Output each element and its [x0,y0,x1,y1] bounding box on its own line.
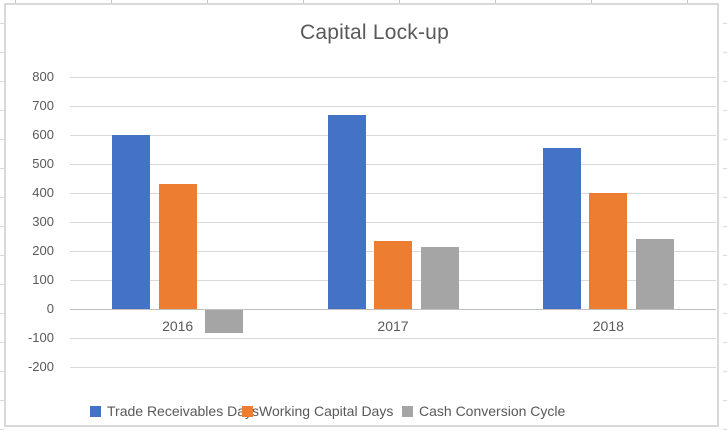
spreadsheet-row-gridline [0,52,4,53]
spreadsheet-column-gridline [303,0,304,3]
legend-label: Cash Conversion Cycle [419,403,566,419]
x-tick-label-2017: 2017 [377,318,409,334]
bar-working-capital-days-2018[interactable] [589,193,628,309]
y-tick-label: 200 [32,243,54,258]
legend-item-working-capital-days[interactable]: Working Capital Days [242,403,394,419]
bar-working-capital-days-2017[interactable] [374,240,412,309]
spreadsheet-row-gridline [723,168,727,169]
spreadsheet-row-gridline [723,23,727,24]
legend-item-cash-conversion-cycle[interactable]: Cash Conversion Cycle [402,403,566,419]
legend-swatch-icon [402,406,413,417]
gridline [70,77,716,78]
y-tick-label: 100 [32,272,54,287]
zero-axis-line [70,309,716,310]
spreadsheet-row-gridline [0,226,4,227]
legend-swatch-icon [90,406,101,417]
spreadsheet-row-gridline [0,371,4,372]
gridline [70,338,716,339]
bar-cash-conversion-cycle-2018[interactable] [635,239,674,309]
spreadsheet-row-gridline [723,110,727,111]
legend-label: Working Capital Days [259,403,394,419]
spreadsheet-row-gridline [723,197,727,198]
gridline [70,222,716,223]
spreadsheet-row-gridline [0,400,4,401]
legend-item-trade-receivables-days[interactable]: Trade Receivables Days [90,403,259,419]
spreadsheet-row-gridline [723,81,727,82]
spreadsheet-row-gridline [723,400,727,401]
spreadsheet-row-gridline [0,255,4,256]
bar-working-capital-days-2016[interactable] [158,184,197,309]
y-tick-label: 600 [32,127,54,142]
y-tick-label: 300 [32,214,54,229]
spreadsheet-row-gridline [0,139,4,140]
spreadsheet-row-gridline [723,342,727,343]
y-tick-label: 800 [32,69,54,84]
y-tick-label: -100 [27,330,54,345]
y-tick-label: 400 [32,185,54,200]
bar-cash-conversion-cycle-2016[interactable] [205,310,244,334]
spreadsheet-row-gridline [723,429,727,430]
y-tick-label: 0 [46,301,54,316]
gridline [70,135,716,136]
y-tick-label: 700 [32,98,54,113]
gridline [70,193,716,194]
chart-title: Capital Lock-up [300,21,449,44]
spreadsheet-row-gridline [723,52,727,53]
bar-cash-conversion-cycle-2017[interactable] [420,246,459,309]
spreadsheet-row-gridline [0,313,4,314]
spreadsheet-row-gridline [0,429,4,430]
bar-trade-receivables-days-2017[interactable] [327,114,366,309]
spreadsheet-column-gridline [111,0,112,3]
spreadsheet-row-gridline [0,284,4,285]
plot-area [70,77,716,368]
spreadsheet-row-gridline [723,255,727,256]
spreadsheet-column-gridline [399,0,400,3]
spreadsheet-column-gridline [207,0,208,3]
legend-swatch-icon [242,406,253,417]
spreadsheet-column-gridline [687,0,688,3]
spreadsheet-row-gridline [0,81,4,82]
spreadsheet-row-gridline [723,139,727,140]
spreadsheet-row-gridline [723,284,727,285]
spreadsheet-row-gridline [0,168,4,169]
gridline [70,106,716,107]
spreadsheet-column-gridline [15,0,16,3]
y-tick-label: -200 [27,359,54,374]
x-tick-label-2018: 2018 [592,318,624,334]
spreadsheet-row-gridline [0,23,4,24]
bar-trade-receivables-days-2016[interactable] [112,135,151,309]
x-tick-label-2016: 2016 [162,318,194,334]
spreadsheet-row-gridline [723,226,727,227]
legend-label: Trade Receivables Days [107,403,259,419]
spreadsheet-row-gridline [0,110,4,111]
y-tick-label: 500 [32,156,54,171]
spreadsheet-column-gridline [495,0,496,3]
gridline [70,164,716,165]
spreadsheet-row-gridline [723,313,727,314]
spreadsheet-row-gridline [0,342,4,343]
spreadsheet-column-gridline [591,0,592,3]
spreadsheet-row-gridline [0,197,4,198]
bar-trade-receivables-days-2018[interactable] [542,148,581,309]
spreadsheet-row-gridline [723,371,727,372]
gridline [70,367,716,368]
chart[interactable]: Capital Lock-up 800 700 600 500 400 300 200 100… [4,3,719,427]
